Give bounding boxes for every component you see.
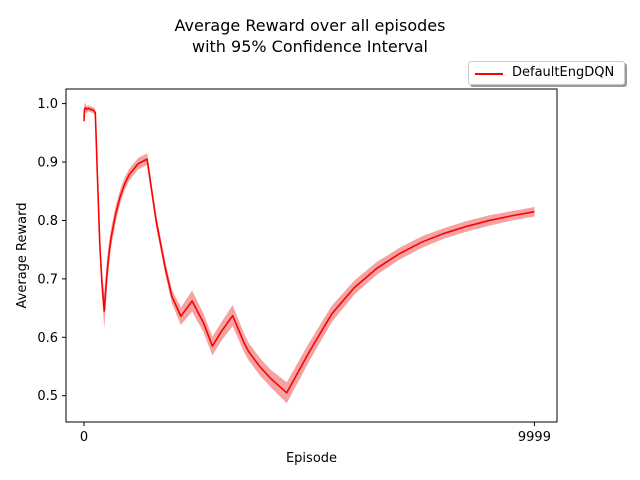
x-tick-label: 9999 xyxy=(518,430,551,445)
y-axis-label: Average Reward xyxy=(15,203,30,309)
y-axis: 0.5 0.6 0.7 0.8 0.9 1.0 xyxy=(37,97,66,404)
y-tick-label: 1.0 xyxy=(37,97,58,112)
y-tick-label: 0.6 xyxy=(37,331,58,346)
y-tick-label: 0.5 xyxy=(37,389,58,404)
legend: DefaultEngDQN xyxy=(468,61,625,85)
x-axis-label: Episode xyxy=(286,451,337,466)
x-axis: 0 9999 xyxy=(80,422,551,445)
plot-frame xyxy=(65,88,558,423)
series-line-layer xyxy=(83,106,535,394)
confidence-interval-band xyxy=(84,103,535,404)
y-tick-label: 0.8 xyxy=(37,214,58,229)
y-tick-label: 0.9 xyxy=(37,156,58,171)
chart-subtitle: with 95% Confidence Interval xyxy=(192,37,428,56)
chart-title: Average Reward over all episodes xyxy=(174,16,446,35)
confidence-band-layer xyxy=(84,103,535,404)
legend-line-swatch xyxy=(475,73,503,75)
x-tick-label: 0 xyxy=(80,430,88,445)
y-tick-label: 0.7 xyxy=(37,272,58,287)
series-line-defaultengdqn xyxy=(83,106,535,394)
legend-label: DefaultEngDQN xyxy=(512,65,615,80)
